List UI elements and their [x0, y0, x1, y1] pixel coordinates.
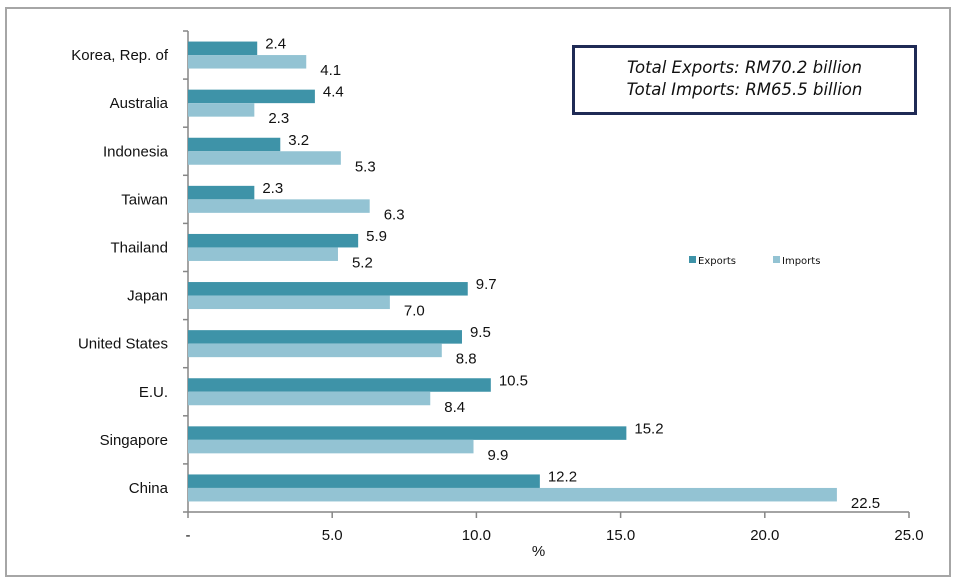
legend-label-exports: Exports	[698, 256, 736, 267]
bar-exports	[188, 137, 281, 152]
data-label-imports: 4.1	[320, 62, 341, 79]
data-label-exports: 9.7	[476, 276, 497, 293]
category-label: Japan	[127, 288, 168, 305]
legend-swatch-imports	[773, 256, 780, 263]
bar-exports	[188, 282, 468, 296]
data-label-exports: 15.2	[634, 420, 663, 437]
x-tick-label: 10.0	[462, 527, 491, 544]
bar-exports	[188, 89, 315, 104]
category-label: United States	[78, 336, 168, 353]
bar-exports	[188, 330, 462, 344]
data-label-exports: 2.4	[265, 36, 286, 53]
data-label-exports: 12.2	[548, 468, 577, 485]
data-label-imports: 8.8	[456, 351, 477, 368]
data-label-exports: 10.5	[499, 372, 528, 389]
bar-imports	[188, 247, 338, 261]
data-label-exports: 2.3	[262, 180, 283, 197]
data-label-imports: 8.4	[444, 399, 465, 416]
bar-exports	[188, 185, 255, 200]
legend-swatch-exports	[689, 256, 696, 263]
data-label-imports: 2.3	[268, 110, 289, 127]
bar-imports	[188, 487, 837, 502]
bar-imports	[188, 199, 370, 213]
chart-frame	[5, 7, 951, 577]
data-label-exports: 3.2	[288, 132, 309, 149]
category-label: China	[129, 480, 169, 497]
data-label-imports: 7.0	[404, 303, 425, 320]
data-label-imports: 22.5	[851, 495, 880, 512]
bar-exports	[188, 41, 258, 56]
bar-imports	[188, 295, 390, 310]
bar-imports	[188, 55, 307, 69]
total-imports-text: Total Imports: RM65.5 billion	[626, 80, 863, 99]
bar-imports	[188, 103, 255, 117]
data-label-imports: 5.3	[355, 158, 376, 175]
data-label-imports: 9.9	[488, 447, 509, 464]
x-tick-label: 25.0	[894, 527, 923, 544]
data-label-exports: 5.9	[366, 228, 387, 245]
category-label: Australia	[110, 95, 169, 112]
data-label-exports: 4.4	[323, 84, 344, 101]
legend-label-imports: Imports	[782, 256, 820, 267]
bar-imports	[188, 439, 474, 454]
bar-imports	[188, 343, 442, 358]
totals-annotation-box: Total Exports: RM70.2 billion Total Impo…	[572, 45, 917, 115]
x-tick-label: 20.0	[750, 527, 779, 544]
category-label: Indonesia	[103, 143, 169, 160]
data-label-imports: 5.2	[352, 254, 373, 271]
category-label: Korea, Rep. of	[71, 47, 169, 64]
bar-exports	[188, 426, 627, 440]
data-label-exports: 9.5	[470, 324, 491, 341]
x-tick-label: 15.0	[606, 527, 635, 544]
total-exports-text: Total Exports: RM70.2 billion	[626, 58, 862, 77]
category-label: Taiwan	[121, 191, 168, 208]
bar-exports	[188, 378, 491, 392]
data-label-imports: 6.3	[384, 206, 405, 223]
bar-imports	[188, 391, 431, 406]
bar-exports	[188, 233, 359, 248]
bar-exports	[188, 474, 540, 488]
category-label: Thailand	[110, 239, 168, 256]
category-label: Singapore	[100, 432, 168, 449]
x-tick-label: 5.0	[322, 527, 343, 544]
category-label: E.U.	[139, 384, 168, 401]
x-tick-label: -	[186, 527, 191, 544]
bar-imports	[188, 151, 341, 165]
x-axis-label: %	[532, 543, 545, 560]
